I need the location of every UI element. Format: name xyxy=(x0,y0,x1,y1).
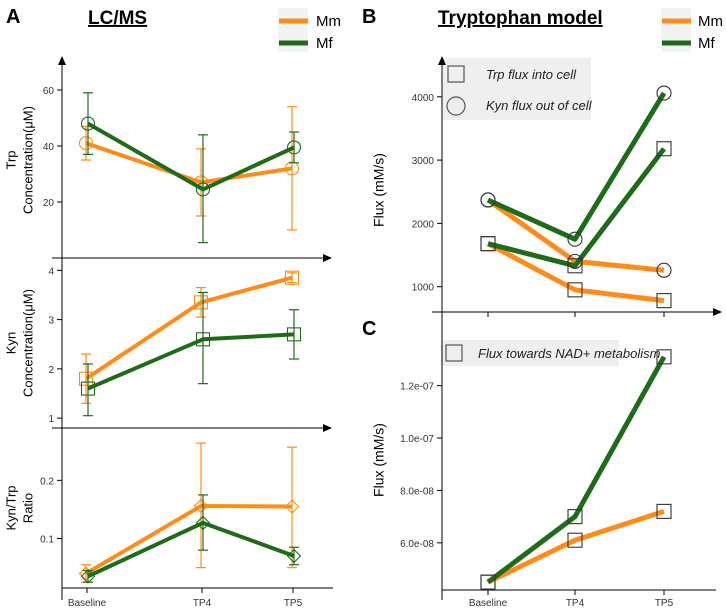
data-point-mf xyxy=(80,381,96,396)
legend-b-mm-label: Mm xyxy=(698,13,723,30)
data-point-mf xyxy=(656,349,672,365)
y-tick-label: 2000 xyxy=(412,219,435,230)
data-point-mm xyxy=(656,262,672,278)
data-point-mm xyxy=(284,161,300,176)
legend-a-mf-label: Mf xyxy=(316,35,333,52)
series-line-mm xyxy=(486,241,665,304)
y-tick-label: 4 xyxy=(48,266,54,277)
y-tick-label: 4000 xyxy=(412,93,435,104)
circle-marker-icon xyxy=(446,96,466,116)
y-tick-label: 0.2 xyxy=(40,476,54,487)
data-point-mf xyxy=(195,515,211,531)
data-point-mm xyxy=(78,371,94,386)
series-line-mm xyxy=(84,503,293,576)
y-tick-label: 0.1 xyxy=(40,535,54,546)
series-line-mm xyxy=(85,141,293,185)
y-tick-label: 40 xyxy=(43,142,55,153)
data-point-mf xyxy=(656,141,672,157)
y-tick-label: 1000 xyxy=(412,283,435,294)
data-point-mf xyxy=(80,569,96,584)
y-tick-label: 60 xyxy=(43,86,55,97)
series-line-mf xyxy=(87,332,295,391)
data-point-mf xyxy=(286,327,302,342)
data-point-mm xyxy=(656,503,672,519)
axis-b-arrow-right xyxy=(713,308,722,316)
series-line-mm xyxy=(486,509,665,585)
y-axis-title: Kyn xyxy=(3,332,18,354)
x-tick-label: TP5 xyxy=(284,598,303,609)
panel-b-annotation-box xyxy=(443,58,591,120)
data-point-mf xyxy=(567,231,583,247)
x-tick-label: Baseline xyxy=(68,598,107,609)
axis-a-separator-arrow xyxy=(323,254,332,262)
y-tick-label: 1.0e-07 xyxy=(400,434,434,445)
data-point-mm xyxy=(193,498,209,514)
panel-b-note-kyn: Kyn flux out of cell xyxy=(486,98,593,113)
data-point-mm xyxy=(78,136,94,151)
y-axis-title: Ratio xyxy=(20,493,35,523)
y-tick-label: 1 xyxy=(48,414,54,425)
data-point-mf xyxy=(80,116,96,131)
data-point-mm xyxy=(284,499,300,514)
data-point-mf xyxy=(480,192,496,208)
data-point-mf xyxy=(567,258,583,274)
square-marker-icon xyxy=(447,65,465,83)
legend-a-mm-label: Mm xyxy=(316,13,341,30)
y-axis-title: Flux (mM/s) xyxy=(371,423,387,497)
axis-bc-arrow-up xyxy=(438,56,446,65)
panel-a-title: LC/MS xyxy=(88,8,147,29)
y-tick-label: 6.0e-08 xyxy=(400,539,434,550)
y-tick-label: 20 xyxy=(43,198,55,209)
data-point-mf xyxy=(195,332,211,347)
x-tick-label: TP4 xyxy=(566,598,585,609)
series-line-mf xyxy=(486,91,667,242)
data-point-mm xyxy=(567,532,583,548)
y-tick-label: 3000 xyxy=(412,156,435,167)
panel-b-note-trp: Trp flux into cell xyxy=(486,67,577,82)
series-line-mf xyxy=(486,355,667,585)
panel-b-letter: B xyxy=(362,6,376,28)
panel-c-annotation-box xyxy=(441,340,619,366)
axis-a-arrow-up xyxy=(58,56,66,65)
data-point-mf xyxy=(656,85,672,101)
y-tick-label: 3 xyxy=(48,316,54,327)
x-tick-label: TP5 xyxy=(655,598,674,609)
data-point-mf xyxy=(567,509,583,525)
y-tick-label: 2 xyxy=(48,365,54,376)
data-point-mm xyxy=(567,282,583,298)
data-point-mm xyxy=(78,566,94,581)
y-axis-title: Flux (mM/s) xyxy=(371,153,387,227)
legend-b-mf-label: Mf xyxy=(698,35,715,52)
panel-b-title: Tryptophan model xyxy=(438,8,603,29)
y-axis-title: Trp xyxy=(3,150,18,169)
panel-c-note: Flux towards NAD+ metabolism xyxy=(478,346,661,361)
series-line-mf xyxy=(87,520,295,579)
panel-c-letter: C xyxy=(362,318,376,340)
y-axis-title: Concentration(μM) xyxy=(20,289,35,397)
x-tick-label: TP4 xyxy=(193,598,212,609)
y-tick-label: 1.2e-07 xyxy=(400,382,434,393)
series-line-mf xyxy=(87,121,295,192)
data-point-mf xyxy=(286,548,302,564)
data-point-mm xyxy=(656,293,672,309)
axis-a-separator-arrow xyxy=(323,424,332,432)
plots-layer: Baseline TP4 TP5 Baseline TP4 TP5 20 40 60 1 2 3 4 0.… xyxy=(3,56,722,609)
data-point-mf xyxy=(195,182,211,197)
panel-a-letter: A xyxy=(6,6,20,28)
series-line-mm xyxy=(486,197,665,273)
data-point-mf xyxy=(480,574,496,590)
y-axis-title: Concentration(μM) xyxy=(20,106,35,214)
y-axis-title: Kyn/Trp xyxy=(3,485,18,530)
square-marker-icon xyxy=(445,344,463,362)
y-tick-label: 8.0e-08 xyxy=(400,486,434,497)
data-point-mm xyxy=(193,295,209,310)
series-line-mf xyxy=(487,147,666,269)
x-tick-label: Baseline xyxy=(469,598,508,609)
data-point-mm xyxy=(284,270,300,285)
data-point-mf xyxy=(286,140,302,155)
series-line-mm xyxy=(84,275,293,381)
data-point-mf xyxy=(480,236,496,252)
